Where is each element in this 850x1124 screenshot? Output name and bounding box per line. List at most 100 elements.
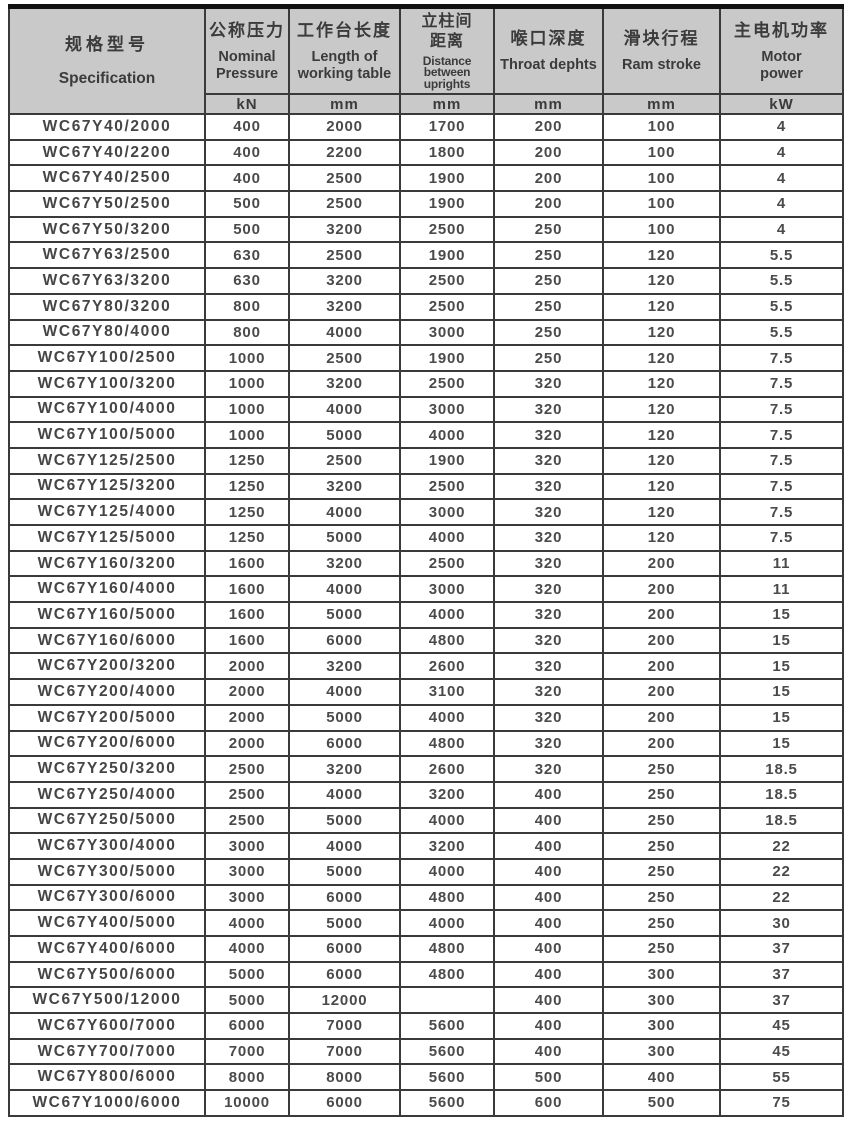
spec-model-cell: WC67Y200/5000 [8,703,206,732]
spec-value-cell: 3200 [288,652,401,681]
spec-model-cell: WC67Y125/2500 [8,446,206,475]
spec-value-cell: 2500 [288,164,401,193]
spec-model-cell: WC67Y500/12000 [8,986,206,1015]
spec-value-cell: 18.5 [719,755,844,783]
spec-model-cell: WC67Y160/5000 [8,601,206,629]
spec-model-cell: WC67Y200/6000 [8,729,206,758]
spec-table-header: 规格型号 Specification 公称压力 Nominal Pressure… [8,5,844,115]
spec-value-cell: 120 [602,292,721,321]
spec-value-cell: 320 [493,524,604,552]
spec-value-cell: 120 [602,498,721,526]
spec-value-cell: 2000 [204,652,290,681]
spec-value-cell: 120 [602,318,721,347]
table-row: WC67Y500/12000 5000 12000 400 300 37 [8,986,844,1015]
spec-model-cell: WC67Y100/3200 [8,369,206,398]
spec-value-cell: 4000 [288,678,401,706]
spec-value-cell: 3000 [399,498,495,526]
spec-value-cell: 30 [719,909,844,937]
table-row: WC67Y250/3200 2500 3200 2600 320 250 18.5 [8,755,844,783]
col-header-nominal-pressure: 公称压力 Nominal Pressure [204,5,290,95]
col-header-en: Length of working table [297,48,392,82]
spec-value-cell: 7000 [288,1012,401,1040]
spec-model-cell: WC67Y63/2500 [8,241,206,270]
spec-value-cell: 400 [602,1063,721,1092]
table-row: WC67Y200/5000 2000 5000 4000 320 200 15 [8,703,844,732]
spec-value-cell: 1250 [204,446,290,475]
spec-value-cell: 400 [493,857,604,886]
table-row: WC67Y1000/6000 10000 6000 5600 600 500 75 [8,1089,844,1117]
spec-value-cell: 1900 [399,164,495,193]
spec-model-cell: WC67Y700/7000 [8,1037,206,1066]
spec-value-cell: 15 [719,626,844,655]
spec-value-cell: 250 [493,292,604,321]
spec-value-cell: 2500 [288,190,401,218]
spec-value-cell: 5000 [288,601,401,629]
spec-value-cell: 7.5 [719,524,844,552]
spec-value-cell: 400 [493,986,604,1015]
spec-value-cell: 7.5 [719,421,844,449]
spec-value-cell: 4800 [399,883,495,912]
table-row: WC67Y100/2500 1000 2500 1900 250 120 7.5 [8,344,844,372]
spec-value-cell: 6000 [288,960,401,989]
spec-value-cell: 400 [204,138,290,167]
spec-value-cell: 320 [493,575,604,604]
spec-value-cell: 1000 [204,369,290,398]
table-row: WC67Y700/7000 7000 7000 5600 400 300 45 [8,1037,844,1066]
spec-model-cell: WC67Y160/4000 [8,575,206,604]
spec-value-cell: 320 [493,601,604,629]
spec-value-cell: 12000 [288,986,401,1015]
col-unit: mm [288,93,401,115]
spec-value-cell: 1250 [204,524,290,552]
spec-value-cell: 250 [602,806,721,835]
spec-value-cell: 120 [602,369,721,398]
spec-value-cell: 37 [719,935,844,963]
spec-value-cell: 320 [493,729,604,758]
spec-value-cell: 500 [204,215,290,244]
spec-value-cell: 7.5 [719,369,844,398]
spec-value-cell: 2500 [204,755,290,783]
spec-value-cell: 320 [493,703,604,732]
spec-value-cell: 3200 [399,780,495,809]
spec-value-cell: 630 [204,267,290,295]
table-row: WC67Y600/7000 6000 7000 5600 400 300 45 [8,1012,844,1040]
spec-value-cell: 1900 [399,446,495,475]
spec-value-cell: 5.5 [719,267,844,295]
spec-model-cell: WC67Y250/5000 [8,806,206,835]
spec-value-cell: 4000 [399,524,495,552]
spec-value-cell: 55 [719,1063,844,1092]
spec-model-cell: WC67Y50/3200 [8,215,206,244]
spec-value-cell: 4800 [399,729,495,758]
col-unit: kN [204,93,290,115]
table-row: WC67Y125/3200 1250 3200 2500 320 120 7.5 [8,472,844,501]
col-header-en: Nominal Pressure [215,48,279,82]
spec-value-cell: 5.5 [719,241,844,270]
spec-value-cell: 4000 [399,909,495,937]
spec-value-cell: 120 [602,446,721,475]
spec-value-cell: 250 [493,344,604,372]
spec-value-cell: 300 [602,960,721,989]
spec-value-cell: 7000 [204,1037,290,1066]
spec-model-cell: WC67Y125/4000 [8,498,206,526]
col-header-specification: 规格型号 Specification [8,5,206,115]
spec-value-cell: 5600 [399,1012,495,1040]
spec-value-cell: 500 [493,1063,604,1092]
spec-value-cell: 7.5 [719,395,844,424]
spec-model-cell: WC67Y1000/6000 [8,1089,206,1117]
spec-value-cell: 2600 [399,652,495,681]
spec-value-cell: 100 [602,190,721,218]
spec-value-cell: 320 [493,472,604,501]
spec-value-cell: 18.5 [719,780,844,809]
spec-value-cell: 3200 [288,215,401,244]
table-row: WC67Y125/5000 1250 5000 4000 320 120 7.5 [8,524,844,552]
table-row: WC67Y300/4000 3000 4000 3200 400 250 22 [8,832,844,860]
spec-value-cell: 400 [493,806,604,835]
spec-value-cell: 6000 [288,935,401,963]
spec-value-cell: 1800 [399,138,495,167]
table-row: WC67Y200/3200 2000 3200 2600 320 200 15 [8,652,844,681]
spec-value-cell: 3000 [204,857,290,886]
spec-value-cell: 100 [602,215,721,244]
spec-value-cell: 100 [602,113,721,141]
col-header-zh: 喉口深度 [510,29,587,49]
spec-value-cell: 2500 [204,806,290,835]
spec-value-cell: 400 [204,113,290,141]
